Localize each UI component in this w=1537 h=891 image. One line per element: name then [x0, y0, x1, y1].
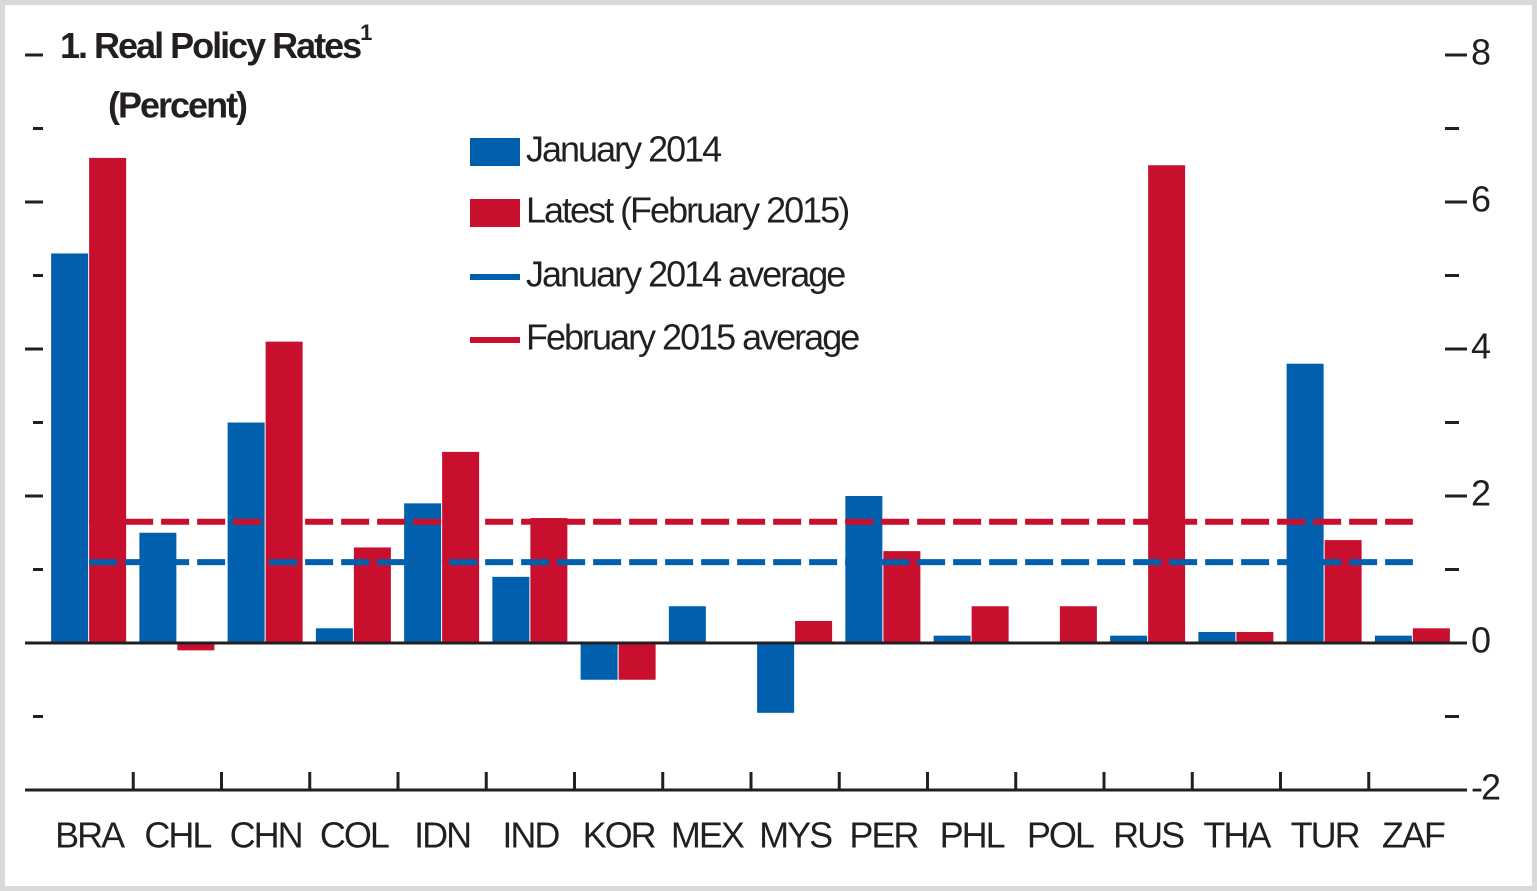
y-tick-label: 6	[1471, 179, 1490, 220]
bar	[668, 606, 706, 643]
bar	[442, 451, 480, 643]
bar	[1110, 635, 1148, 643]
bar	[139, 532, 177, 643]
chart-title: 1. Real Policy Rates1	[60, 20, 372, 66]
x-tick-label: PER	[849, 815, 918, 856]
x-tick-label: MYS	[759, 815, 832, 856]
bar	[883, 551, 921, 643]
x-tick-label: COL	[320, 815, 389, 856]
bar	[971, 606, 1009, 643]
bar	[1324, 540, 1362, 643]
bar	[757, 643, 795, 713]
legend-label: Latest (February 2015)	[526, 190, 848, 231]
x-tick-label: MEX	[671, 815, 745, 856]
x-tick-label: KOR	[583, 815, 656, 856]
y-tick-label: 0	[1471, 620, 1490, 661]
x-tick-label: ZAF	[1382, 815, 1445, 856]
bar	[404, 503, 442, 643]
bar	[933, 635, 971, 643]
bar	[1412, 628, 1450, 643]
bar	[1148, 165, 1186, 643]
bar	[227, 422, 265, 643]
x-tick-label: POL	[1027, 815, 1094, 856]
bar	[1286, 363, 1324, 643]
y-tick-label: 2	[1471, 473, 1490, 514]
x-tick-label: PHL	[940, 815, 1005, 856]
bar	[492, 576, 530, 643]
legend-swatch	[470, 199, 520, 227]
x-tick-label: CHN	[230, 815, 302, 856]
bar	[580, 643, 618, 680]
x-tick-label: IDN	[414, 815, 470, 856]
bar	[51, 253, 89, 643]
x-tick-label: CHL	[144, 815, 211, 856]
title-superscript: 1	[360, 20, 372, 45]
bar	[265, 341, 303, 643]
legend-label: February 2015 average	[526, 317, 859, 358]
x-tick-label: THA	[1203, 815, 1271, 856]
bar	[315, 628, 353, 643]
legend-label: January 2014	[526, 129, 721, 170]
bar	[1374, 635, 1412, 643]
legend-swatch	[470, 138, 520, 166]
bar	[618, 643, 656, 680]
title-text: 1. Real Policy Rates	[60, 25, 361, 66]
bar	[177, 643, 215, 651]
x-tick-label: TUR	[1291, 815, 1360, 856]
x-tick-label: IND	[502, 815, 559, 856]
bar	[1198, 631, 1236, 643]
x-tick-label: RUS	[1113, 815, 1184, 856]
chart-subtitle: (Percent)	[108, 85, 247, 126]
bar	[530, 518, 568, 643]
y-tick-label: -2	[1471, 767, 1500, 808]
y-tick-label: 8	[1471, 32, 1490, 73]
bar	[845, 496, 883, 643]
bar	[89, 157, 127, 643]
x-tick-label: BRA	[55, 815, 125, 856]
legend-label: January 2014 average	[526, 254, 845, 295]
bar	[1059, 606, 1097, 643]
bar	[795, 620, 833, 643]
y-tick-label: 4	[1471, 326, 1490, 367]
bar	[1236, 631, 1274, 643]
